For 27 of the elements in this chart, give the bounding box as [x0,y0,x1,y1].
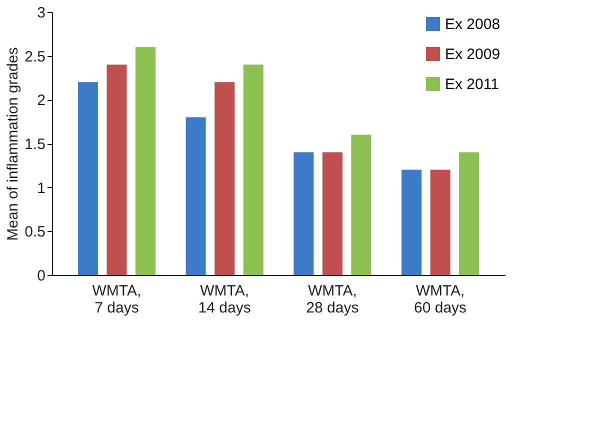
y-tick-label: 2.5 [24,48,46,66]
bar [186,117,206,275]
bar [402,170,422,275]
y-tick-label: 1.5 [24,136,46,153]
y-axis-title: Mean of inflammation grades [4,47,22,241]
bar [78,82,98,275]
bar [351,134,372,275]
legend-label: Ex 2009 [445,46,500,63]
bar [459,152,480,275]
bar [106,64,127,275]
y-tick-label: 0.5 [24,224,46,241]
y-tick-label: 2 [37,92,46,110]
x-tick-label: WMTA, 7 days [92,282,142,316]
bar [135,47,156,275]
legend-label: Ex 2011 [445,76,499,93]
bar [243,64,264,275]
bar [430,170,450,275]
legend-label: Ex 2008 [445,16,500,33]
bar [214,82,235,275]
bar [322,152,342,275]
bar [294,152,314,275]
x-tick-label: WMTA, 60 days [414,282,467,316]
y-tick-label: 3 [37,4,46,22]
y-tick-label: 1 [37,180,46,197]
y-tick-label: 0 [37,268,46,284]
x-tick-label: WMTA, 28 days [306,282,359,316]
x-tick-label: WMTA, 14 days [198,282,251,316]
